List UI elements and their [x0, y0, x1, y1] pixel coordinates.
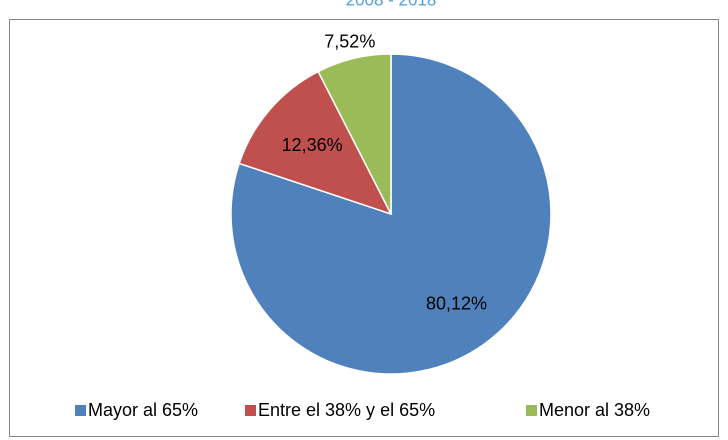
legend-swatch	[526, 405, 537, 416]
data-label: 80,12%	[426, 294, 487, 314]
pie-slice	[238, 70, 393, 216]
chart-title: 2008 - 2018	[346, 0, 437, 9]
pie-slice	[317, 53, 392, 215]
data-label: 12,36%	[282, 135, 343, 155]
data-label: 7,52%	[324, 32, 375, 52]
legend-label: Menor al 38%	[539, 400, 650, 420]
legend-label: Entre el 38% y el 65%	[258, 400, 435, 420]
legend-swatch	[245, 405, 256, 416]
legend-swatch	[75, 405, 86, 416]
legend-label: Mayor al 65%	[88, 400, 198, 420]
